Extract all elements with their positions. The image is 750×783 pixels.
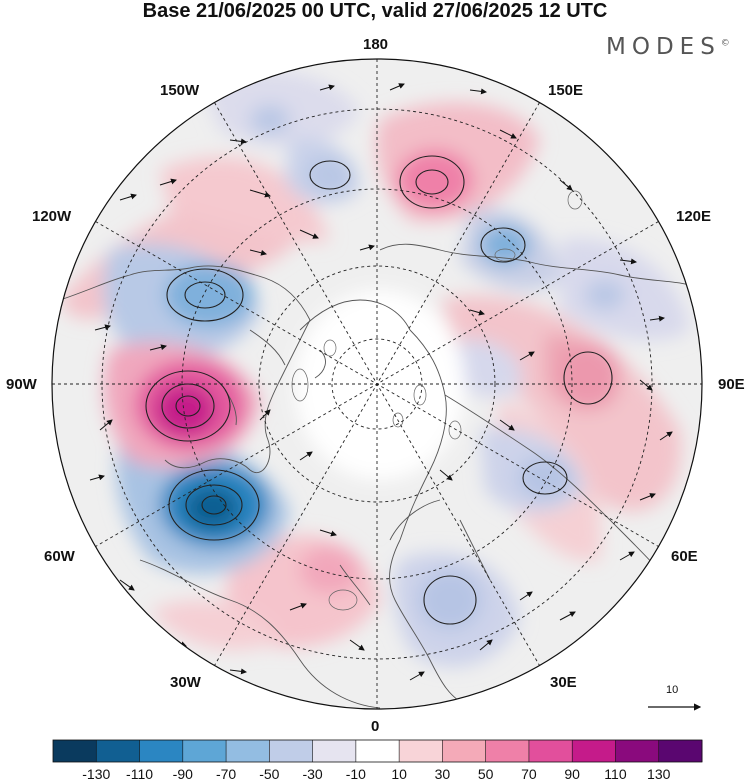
lon-label-0: 0 — [371, 718, 380, 735]
colorbar-tick-label: -50 — [259, 766, 280, 782]
colorbar-tick-label: 10 — [391, 766, 407, 782]
colorbar-swatch — [355, 740, 400, 762]
lon-label-30w: 30W — [170, 674, 201, 691]
colorbar-tick-label: -110 — [126, 766, 154, 782]
colorbar-tick-label: 70 — [521, 766, 537, 782]
colorbar-swatch — [226, 740, 270, 762]
negative-anomaly-center — [418, 570, 482, 630]
colorbar-tick-label: 50 — [477, 766, 494, 782]
colorbar-swatch — [572, 740, 616, 762]
lon-label-90e: 90E — [718, 376, 745, 393]
colorbar-tick-label: 30 — [434, 766, 451, 782]
lon-label-120w: 120W — [32, 208, 72, 225]
modes-logo: MODES© — [606, 34, 730, 60]
colorbar-swatch — [658, 740, 703, 762]
lon-label-120e: 120E — [676, 208, 712, 225]
graticule — [52, 59, 702, 709]
lon-label-60w: 60W — [44, 548, 75, 565]
colorbar-tick-label: -130 — [82, 766, 111, 782]
colorbar-tick-label: 130 — [647, 766, 671, 782]
colorbar-swatch — [96, 740, 141, 762]
lon-label-150e: 150E — [548, 82, 584, 99]
colorbar-swatch — [399, 740, 443, 762]
lon-label-30e: 30E — [550, 674, 577, 691]
reference-vector-label: 10 — [666, 684, 679, 696]
streamlines — [145, 155, 613, 625]
negative-anomaly-center — [517, 456, 573, 500]
colorbar-swatch — [442, 740, 487, 762]
colorbar-tick-label: 110 — [604, 766, 627, 782]
colorbar-tick-label: -70 — [215, 766, 237, 782]
colorbar-tick-label: 90 — [564, 766, 580, 782]
colorbar-swatch — [269, 740, 314, 762]
lon-label-90w: 90W — [6, 376, 37, 393]
lon-label-180: 180 — [363, 36, 389, 53]
colorbar-tick-label: -10 — [345, 766, 366, 782]
colorbar — [52, 739, 703, 763]
colorbar-swatch — [53, 740, 97, 762]
brand-copyright-mark: © — [720, 38, 730, 49]
colorbar-swatch — [485, 740, 530, 762]
coastlines — [59, 243, 701, 709]
colorbar-swatch — [182, 740, 227, 762]
colorbar-tick-label: -90 — [172, 766, 193, 782]
colorbar-tick-label: -30 — [302, 766, 323, 782]
colorbar-swatch — [312, 740, 357, 762]
map-border — [51, 58, 703, 710]
map-title: Base 21/06/2025 00 UTC, valid 27/06/2025… — [142, 0, 608, 22]
positive-anomaly-center — [397, 150, 473, 210]
wind-vectors — [89, 83, 673, 681]
positive-anomaly-center — [300, 546, 360, 594]
islands — [291, 190, 583, 611]
colorbar-swatch — [139, 740, 184, 762]
colorbar-swatch — [615, 740, 660, 762]
negative-anomaly-center — [480, 225, 530, 265]
colorbar-border — [52, 739, 703, 763]
negative-anomaly-center — [165, 263, 255, 327]
lon-label-150w: 150W — [160, 82, 200, 99]
colorbar-swatch — [528, 740, 573, 762]
brand-name: MODES — [606, 34, 721, 60]
lon-label-60e: 60E — [671, 548, 698, 565]
